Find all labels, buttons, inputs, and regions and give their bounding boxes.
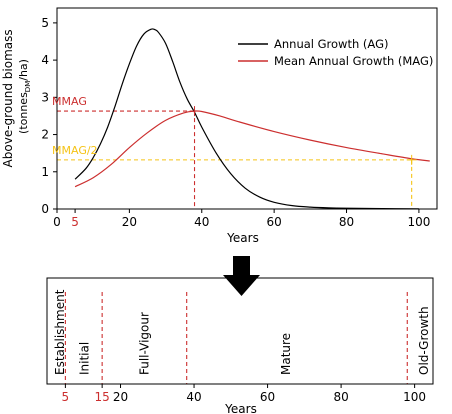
timeline-x-tick-label: 5 (62, 390, 70, 404)
legend-label-ag: Annual Growth (AG) (274, 37, 388, 51)
mmag-half-label: MMAG/2 (52, 144, 98, 157)
ag-series-line (74, 28, 419, 210)
legend: Annual Growth (AG) Mean Annual Growth (M… (238, 37, 433, 68)
stage-labels: Establishment Initial Full-Vigour Mature Old… (53, 289, 431, 375)
reference-lines (57, 110, 413, 209)
y-axis-label-subscript: DM (24, 81, 32, 92)
x-tick-label: 100 (407, 215, 430, 229)
mag-series-line (74, 110, 430, 188)
x-axis-label: Years (226, 231, 259, 245)
y-axis-label-unit: (tonnesDM/ha) (17, 59, 32, 134)
x-tick-label: 60 (267, 215, 282, 229)
y-tick-label: 0 (41, 202, 49, 216)
down-arrow-icon (223, 256, 260, 296)
y-tick-label: 4 (41, 53, 49, 67)
x-tick-label: 80 (339, 215, 354, 229)
timeline-x-tick-label: 80 (333, 390, 348, 404)
timeline-frame (46, 277, 434, 385)
x-tick-label: 40 (194, 215, 209, 229)
x-tick-label: 5 (71, 215, 79, 229)
y-tick-label: 3 (41, 90, 49, 104)
stage-boundaries (64, 292, 408, 384)
x-tick-label: 0 (53, 215, 61, 229)
y-axis-label: Above-ground biomass (tonnesDM/ha) (1, 26, 32, 168)
timeline-x-axis-label: Years (224, 402, 257, 414)
timeline-x-tick-label: 60 (260, 390, 275, 404)
timeline-x-tick-label: 40 (186, 390, 201, 404)
x-axis-ticks: 0 5 20 40 60 80 100 (53, 209, 430, 229)
y-axis-label-main: Above-ground biomass (1, 29, 15, 167)
y-tick-label: 5 (41, 16, 49, 30)
stage-label: Old-Growth (417, 306, 431, 375)
timeline-x-tick-label: 20 (113, 390, 128, 404)
mmag-label: MMAG (52, 95, 87, 108)
timeline-x-tick-label: 15 (95, 390, 110, 404)
legend-label-mag: Mean Annual Growth (MAG) (274, 54, 433, 68)
x-tick-label: 20 (122, 215, 137, 229)
reference-markers (189, 106, 417, 165)
stage-label: Mature (279, 333, 293, 375)
y-axis-ticks: 0 1 2 3 4 5 (41, 16, 57, 216)
plot-frame (56, 7, 438, 210)
stage-timeline: Establishment Initial Full-Vigour Mature Old… (46, 277, 434, 414)
stage-label: Full-Vigour (137, 312, 151, 375)
timeline-x-ticks: 5 15 20 40 60 80 100 (62, 384, 426, 404)
y-tick-label: 1 (41, 165, 49, 179)
timeline-x-tick-label: 100 (403, 390, 426, 404)
stage-label: Establishment (53, 289, 67, 375)
stage-label: Initial (77, 342, 91, 375)
y-tick-label: 2 (41, 128, 49, 142)
